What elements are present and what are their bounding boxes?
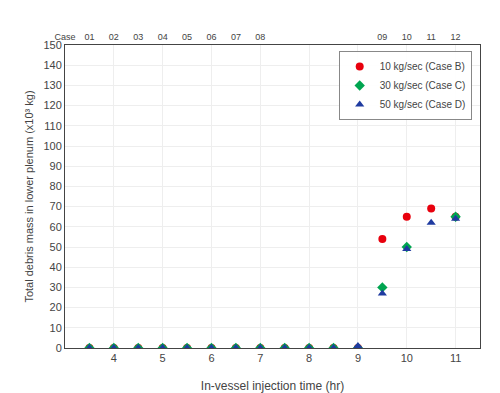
svg-text:07: 07	[231, 32, 241, 42]
svg-text:10: 10	[50, 322, 62, 334]
svg-text:04: 04	[158, 32, 168, 42]
svg-text:20: 20	[50, 301, 62, 313]
svg-text:08: 08	[255, 32, 265, 42]
svg-text:05: 05	[182, 32, 192, 42]
svg-text:40: 40	[50, 261, 62, 273]
svg-text:10: 10	[401, 352, 413, 364]
svg-text:In-vessel injection time (hr): In-vessel injection time (hr)	[201, 379, 344, 393]
svg-text:5: 5	[160, 352, 166, 364]
svg-text:60: 60	[50, 221, 62, 233]
svg-text:0: 0	[56, 342, 62, 354]
svg-text:09: 09	[377, 32, 387, 42]
svg-text:12: 12	[451, 32, 461, 42]
svg-text:120: 120	[43, 99, 61, 111]
svg-text:Total debris mass in lower ple: Total debris mass in lower plenum (x10³ …	[23, 90, 35, 302]
svg-text:11: 11	[450, 352, 461, 364]
svg-text:80: 80	[50, 180, 62, 192]
svg-text:8: 8	[306, 352, 312, 364]
svg-text:30: 30	[50, 281, 62, 293]
svg-text:7: 7	[257, 352, 263, 364]
svg-text:150: 150	[43, 39, 61, 51]
svg-text:01: 01	[84, 32, 94, 42]
svg-text:06: 06	[206, 32, 216, 42]
svg-text:10: 10	[402, 32, 412, 42]
svg-text:50 kg/sec (Case D): 50 kg/sec (Case D)	[380, 99, 466, 110]
svg-text:140: 140	[43, 59, 61, 71]
svg-text:4: 4	[111, 352, 117, 364]
svg-text:50: 50	[50, 241, 62, 253]
svg-text:9: 9	[355, 352, 361, 364]
svg-text:6: 6	[208, 352, 214, 364]
svg-text:30 kg/sec (Case C): 30 kg/sec (Case C)	[380, 80, 466, 91]
svg-text:70: 70	[50, 200, 62, 212]
svg-text:02: 02	[109, 32, 119, 42]
svg-text:10 kg/sec (Case B): 10 kg/sec (Case B)	[380, 61, 465, 72]
svg-text:110: 110	[44, 120, 62, 132]
svg-text:03: 03	[133, 32, 143, 42]
svg-text:11: 11	[427, 32, 436, 42]
svg-text:130: 130	[43, 79, 61, 91]
svg-text:Case: Case	[54, 32, 75, 42]
svg-text:90: 90	[50, 160, 62, 172]
svg-text:100: 100	[43, 140, 61, 152]
